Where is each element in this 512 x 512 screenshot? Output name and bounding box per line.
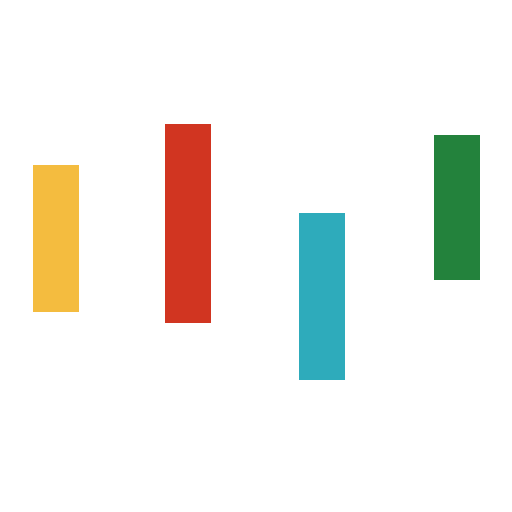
green-bar <box>434 135 480 280</box>
yellow-bar <box>33 165 79 312</box>
red-bar <box>165 124 211 323</box>
teal-bar <box>299 213 345 380</box>
